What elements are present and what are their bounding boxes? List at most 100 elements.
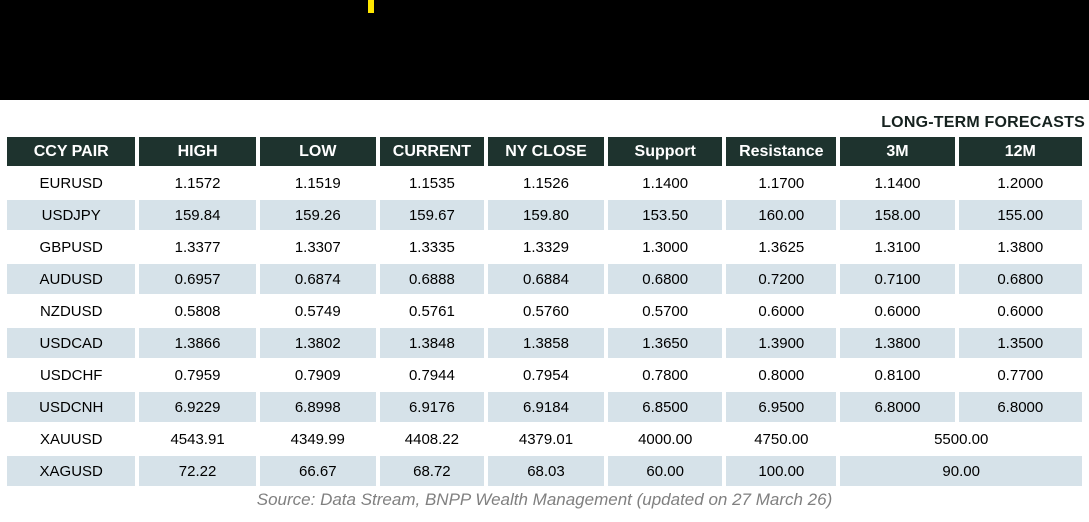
- value-cell: 0.6957: [139, 264, 256, 294]
- value-cell: 0.6800: [958, 264, 1082, 294]
- ccy-pair-cell: GBPUSD: [7, 232, 136, 262]
- value-cell: 6.9184: [487, 392, 605, 422]
- table-row-audusd: AUDUSD 0.6957 0.6874 0.6888 0.6884 0.6800 0.72…: [7, 264, 1082, 294]
- yellow-accent-mark: [368, 0, 374, 13]
- ccy-pair-cell: USDCHF: [7, 360, 136, 390]
- value-cell: 0.6000: [840, 296, 955, 326]
- value-cell: 0.5761: [379, 296, 484, 326]
- value-cell: 1.1400: [840, 168, 955, 198]
- column-header-ccy-pair: CCY PAIR: [7, 137, 136, 166]
- table-header-row: CCY PAIR HIGH LOW CURRENT NY CLOSE Support Res…: [7, 137, 1082, 166]
- value-cell: 1.1400: [608, 168, 723, 198]
- value-cell: 4349.99: [259, 424, 376, 454]
- ccy-pair-cell: AUDUSD: [7, 264, 136, 294]
- ccy-pair-cell: XAGUSD: [7, 456, 136, 486]
- top-black-banner: [0, 0, 1089, 100]
- value-cell: 1.1535: [379, 168, 484, 198]
- value-cell: 0.7909: [259, 360, 376, 390]
- value-cell: 1.2000: [958, 168, 1082, 198]
- table-body: EURUSD 1.1572 1.1519 1.1535 1.1526 1.1400 1.17…: [7, 168, 1082, 486]
- value-cell: 1.3800: [840, 328, 955, 358]
- value-cell: 159.67: [379, 200, 484, 230]
- value-cell: 0.6000: [726, 296, 837, 326]
- value-cell: 6.9176: [379, 392, 484, 422]
- value-cell: 1.3858: [487, 328, 605, 358]
- value-cell: 159.80: [487, 200, 605, 230]
- value-cell: 68.03: [487, 456, 605, 486]
- value-cell: 0.8000: [726, 360, 837, 390]
- value-cell: 1.3329: [487, 232, 605, 262]
- value-cell: 1.3000: [608, 232, 723, 262]
- value-cell: 4000.00: [608, 424, 723, 454]
- long-term-forecasts-label: LONG-TERM FORECASTS: [881, 114, 1085, 131]
- fx-forecast-table: CCY PAIR HIGH LOW CURRENT NY CLOSE Support Res…: [3, 135, 1086, 488]
- table-row-usdjpy: USDJPY 159.84 159.26 159.67 159.80 153.50 160.…: [7, 200, 1082, 230]
- table-caption-row: LONG-TERM FORECASTS: [0, 100, 1089, 137]
- value-cell: 0.8100: [840, 360, 955, 390]
- table-row-gbpusd: GBPUSD 1.3377 1.3307 1.3335 1.3329 1.3000 1.36…: [7, 232, 1082, 262]
- value-cell: 1.1519: [259, 168, 376, 198]
- value-cell: 0.6000: [958, 296, 1082, 326]
- value-cell: 0.5808: [139, 296, 256, 326]
- value-cell: 72.22: [139, 456, 256, 486]
- value-cell: 153.50: [608, 200, 723, 230]
- value-cell: 1.3500: [958, 328, 1082, 358]
- value-cell: 100.00: [726, 456, 837, 486]
- column-header-support: Support: [608, 137, 723, 166]
- value-cell: 1.3802: [259, 328, 376, 358]
- value-cell: 1.3625: [726, 232, 837, 262]
- ccy-pair-cell: USDJPY: [7, 200, 136, 230]
- value-cell: 66.67: [259, 456, 376, 486]
- value-cell: 6.8998: [259, 392, 376, 422]
- value-cell: 0.7800: [608, 360, 723, 390]
- table-row-usdcnh: USDCNH 6.9229 6.8998 6.9176 6.9184 6.8500 6.95…: [7, 392, 1082, 422]
- value-cell: 0.5700: [608, 296, 723, 326]
- value-cell: 0.6800: [608, 264, 723, 294]
- column-header-3m: 3M: [840, 137, 955, 166]
- value-cell: 0.7959: [139, 360, 256, 390]
- value-cell: 68.72: [379, 456, 484, 486]
- value-cell: 6.8500: [608, 392, 723, 422]
- ccy-pair-cell: XAUUSD: [7, 424, 136, 454]
- column-header-low: LOW: [259, 137, 376, 166]
- source-note: Source: Data Stream, BNPP Wealth Managem…: [256, 490, 833, 509]
- value-cell: 0.7700: [958, 360, 1082, 390]
- value-cell: 1.3335: [379, 232, 484, 262]
- value-cell: 6.8000: [958, 392, 1082, 422]
- value-cell: 0.7954: [487, 360, 605, 390]
- value-cell: 1.3650: [608, 328, 723, 358]
- value-cell: 160.00: [726, 200, 837, 230]
- column-header-ny-close: NY CLOSE: [487, 137, 605, 166]
- value-cell: 0.7944: [379, 360, 484, 390]
- ccy-pair-cell: USDCAD: [7, 328, 136, 358]
- value-cell: 4408.22: [379, 424, 484, 454]
- value-cell: 1.3100: [840, 232, 955, 262]
- table-row-xagusd: XAGUSD 72.22 66.67 68.72 68.03 60.00 100.00 90.…: [7, 456, 1082, 486]
- value-cell: 1.3848: [379, 328, 484, 358]
- value-cell: 159.84: [139, 200, 256, 230]
- value-cell: 6.9500: [726, 392, 837, 422]
- column-header-current: CURRENT: [379, 137, 484, 166]
- value-cell: 6.9229: [139, 392, 256, 422]
- column-header-resistance: Resistance: [726, 137, 837, 166]
- table-row-eurusd: EURUSD 1.1572 1.1519 1.1535 1.1526 1.1400 1.17…: [7, 168, 1082, 198]
- value-cell: 1.3900: [726, 328, 837, 358]
- value-cell: 4543.91: [139, 424, 256, 454]
- value-cell: 155.00: [958, 200, 1082, 230]
- value-cell: 0.7200: [726, 264, 837, 294]
- value-cell: 4379.01: [487, 424, 605, 454]
- ccy-pair-cell: EURUSD: [7, 168, 136, 198]
- column-header-12m: 12M: [958, 137, 1082, 166]
- value-cell: 60.00: [608, 456, 723, 486]
- value-cell: 159.26: [259, 200, 376, 230]
- value-cell: 0.6884: [487, 264, 605, 294]
- value-cell: 0.5760: [487, 296, 605, 326]
- value-cell: 4750.00: [726, 424, 837, 454]
- value-cell: 1.3866: [139, 328, 256, 358]
- table-row-usdcad: USDCAD 1.3866 1.3802 1.3848 1.3858 1.3650 1.39…: [7, 328, 1082, 358]
- value-cell: 1.1526: [487, 168, 605, 198]
- column-header-high: HIGH: [139, 137, 256, 166]
- value-cell: 5500.00: [840, 424, 1082, 454]
- value-cell: 0.6874: [259, 264, 376, 294]
- value-cell: 90.00: [840, 456, 1082, 486]
